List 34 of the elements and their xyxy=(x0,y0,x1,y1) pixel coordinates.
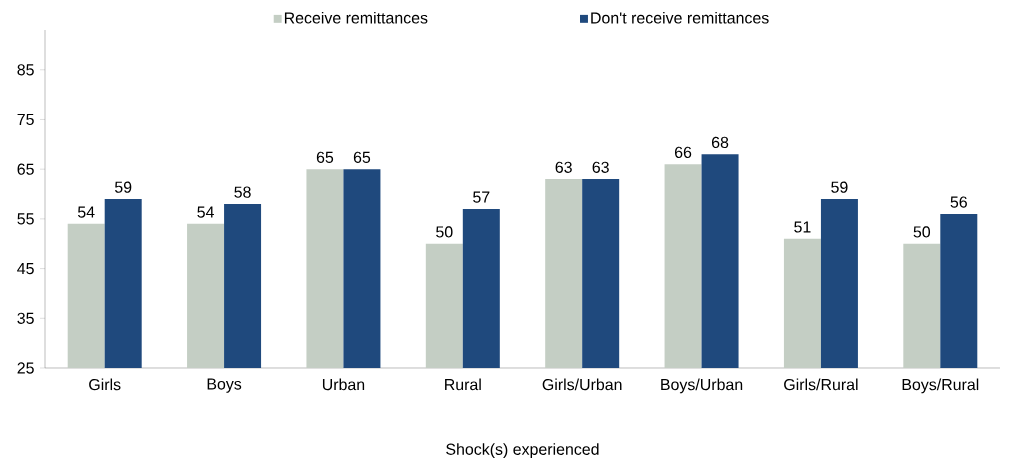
data-label: 50 xyxy=(913,226,931,238)
data-label: 51 xyxy=(794,221,811,233)
x-tick-label: Urban xyxy=(322,378,365,391)
legend-label: Don't receive remittances xyxy=(591,11,769,24)
x-tick-label: Girls/Rural xyxy=(784,378,858,391)
x-tick-label: Boys/Rural xyxy=(902,378,979,394)
data-label: 65 xyxy=(353,151,371,163)
data-label: 59 xyxy=(831,181,848,193)
x-tick-label: Rural xyxy=(445,378,481,391)
data-label: 56 xyxy=(950,196,967,208)
data-label: 68 xyxy=(712,136,729,148)
data-label: 57 xyxy=(473,191,490,203)
data-label: 59 xyxy=(114,181,132,193)
data-label: 54 xyxy=(77,206,95,218)
data-label: 66 xyxy=(675,146,692,158)
y-tick-label: 75 xyxy=(17,113,34,125)
x-axis-title: Shock(s) experienced xyxy=(446,443,599,458)
y-tick-label: 35 xyxy=(17,312,34,324)
data-label: 65 xyxy=(316,151,334,163)
data-label: 63 xyxy=(592,161,609,173)
x-tick-label: Boys xyxy=(207,378,242,393)
data-label: 63 xyxy=(555,161,572,173)
x-tick-label: Girls xyxy=(89,378,121,391)
y-tick-label: 25 xyxy=(17,362,34,374)
data-label: 50 xyxy=(436,226,453,238)
x-tick-label: Girls/Urban xyxy=(542,378,622,391)
legend-label: Receive remittances xyxy=(284,11,428,24)
y-tick-label: 85 xyxy=(17,63,34,76)
x-tick-label: Boys/Urban xyxy=(661,378,743,394)
y-tick-label: 45 xyxy=(17,262,34,274)
data-label: 54 xyxy=(197,206,214,218)
data-label: 58 xyxy=(234,186,251,198)
y-tick-label: 55 xyxy=(17,213,34,225)
y-tick-label: 65 xyxy=(17,163,34,175)
